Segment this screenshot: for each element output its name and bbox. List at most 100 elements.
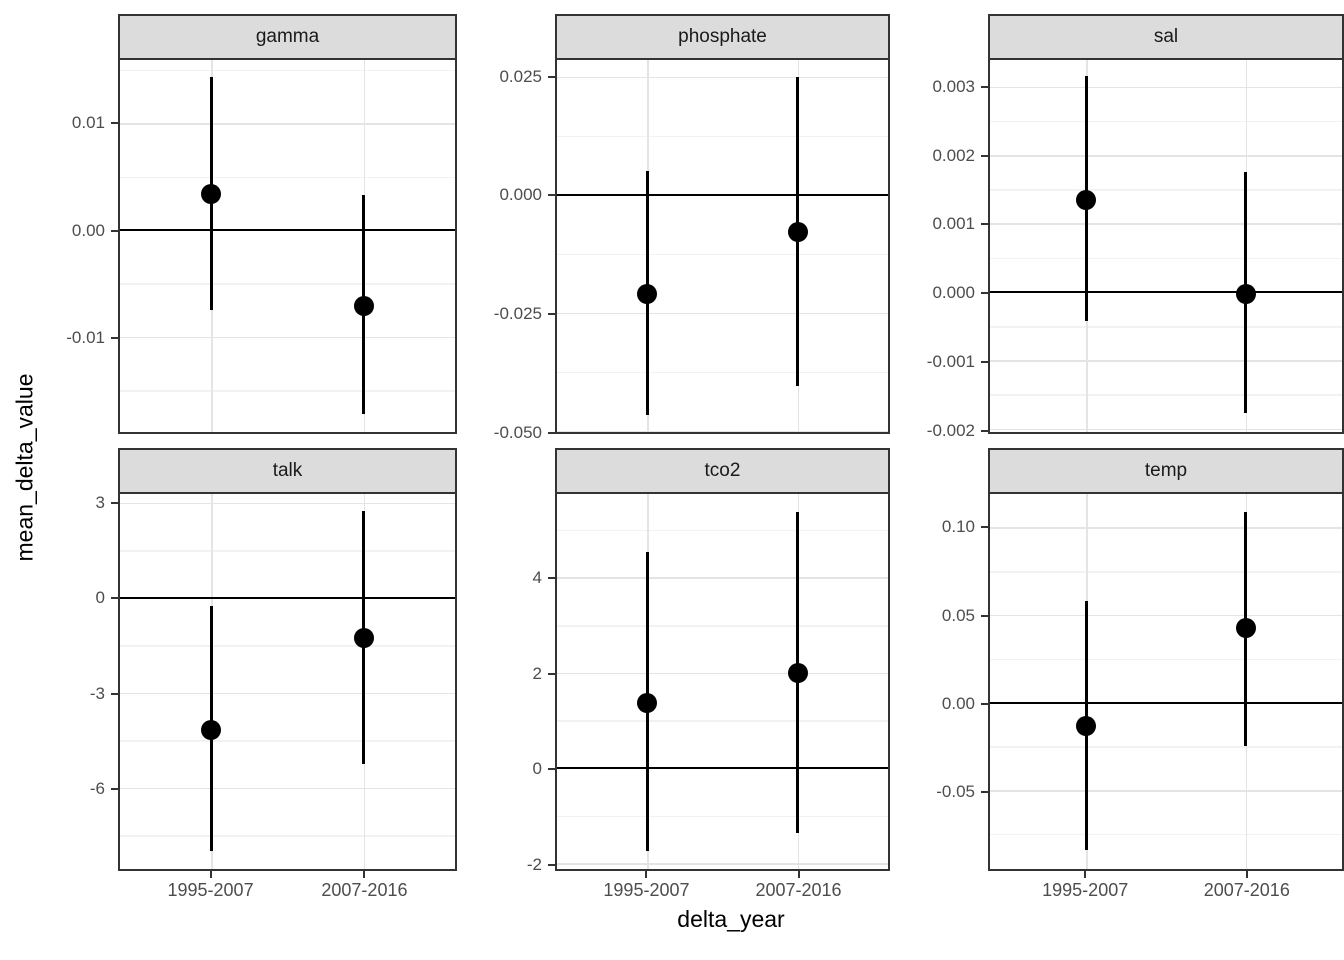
facet-strip: gamma	[118, 14, 457, 60]
data-point	[787, 662, 808, 683]
y-tick-label: 0.001	[932, 214, 975, 234]
x-tick-label: 2007-2016	[1203, 880, 1290, 900]
plot-panel	[988, 494, 1344, 871]
zero-line	[990, 290, 1342, 293]
y-tick-mark	[981, 223, 988, 226]
y-tick-mark	[981, 614, 988, 617]
y-tick-mark	[111, 788, 118, 791]
grid-minor-line	[557, 371, 888, 374]
data-point	[201, 719, 222, 740]
grid-minor-line	[120, 69, 455, 72]
facet-strip-label: phosphate	[678, 26, 767, 47]
x-axis: 1995-2007 2007-2016	[118, 871, 457, 905]
grid-minor-line	[990, 658, 1342, 661]
x-axis-title: delta_year	[677, 906, 785, 932]
data-point	[201, 183, 222, 204]
x-tick-label: 1995-2007	[167, 880, 254, 900]
grid-minor-line	[990, 571, 1342, 573]
grid-major-line	[120, 336, 455, 339]
y-tick-label: -0.001	[926, 351, 975, 371]
x-axis: 1995-2007 2007-2016	[988, 871, 1344, 905]
grid-major-line	[990, 360, 1342, 362]
y-axis: 0.003 0.002 0.001 0.000 -0.001 -0.002	[890, 60, 988, 440]
grid-major-line	[990, 428, 1342, 431]
x-tick-mark	[1084, 871, 1087, 878]
grid-major-line	[557, 430, 888, 432]
facet-phosphate: phosphate 0.025 0.000 -0.025 -0.050	[457, 14, 890, 442]
grid-minor-line	[120, 835, 455, 837]
grid-minor-line	[990, 189, 1342, 191]
x-tick-mark	[363, 871, 366, 878]
y-tick-label: 0.00	[941, 693, 975, 713]
x-axis: 1995-2007 2007-2016	[555, 871, 890, 905]
y-tick-mark	[548, 75, 555, 78]
plot-panel	[118, 60, 457, 434]
y-axis-title-wrap: mean_delta_value	[2, 62, 48, 873]
y-axis: 0.10 0.05 0.00 -0.05	[890, 494, 988, 871]
y-tick-label: 4	[532, 567, 542, 587]
grid-minor-line	[990, 120, 1342, 123]
facet-temp: temp 0.10 0.05 0.00 -0.05 1995-2007 2007-201…	[890, 448, 1344, 905]
grid-minor-line	[120, 390, 455, 392]
y-tick-label: 3	[95, 492, 105, 512]
data-point	[1076, 715, 1097, 736]
grid-major-line	[990, 790, 1342, 792]
grid-major-line	[120, 692, 455, 695]
grid-minor-line	[557, 815, 888, 818]
grid-minor-line	[990, 326, 1342, 328]
y-tick-label: 0	[532, 759, 542, 779]
x-tick-label: 1995-2007	[603, 880, 690, 900]
y-tick-label: 0.003	[932, 76, 975, 96]
x-tick-mark	[797, 871, 800, 878]
facet-sal: sal 0.003 0.002 0.001 0.000 -0.001 -0.002	[890, 14, 1344, 440]
facet-strip: sal	[988, 14, 1344, 60]
y-tick-label: -6	[89, 779, 105, 799]
grid-major-line	[557, 76, 888, 79]
grid-minor-line	[557, 625, 888, 627]
grid-major-line	[557, 577, 888, 579]
facet-talk: talk 3 0 -3 -6 1995-2007 2007-2016	[48, 448, 457, 905]
grid-major-line	[557, 863, 888, 865]
y-tick-mark	[981, 292, 988, 295]
plot-panel	[118, 494, 457, 871]
grid-major-line	[990, 86, 1342, 89]
y-tick-mark	[548, 864, 555, 867]
grid-major-line	[120, 787, 455, 790]
grid-minor-line	[120, 550, 455, 552]
y-tick-label: 0.10	[941, 517, 975, 537]
y-tick-mark	[548, 312, 555, 315]
grid-minor-line	[990, 394, 1342, 396]
y-axis-title: mean_delta_value	[11, 373, 38, 562]
x-tick-mark	[1245, 871, 1248, 878]
grid-minor-line	[990, 833, 1342, 836]
grid-minor-line	[120, 645, 455, 647]
data-point	[1235, 283, 1256, 304]
y-tick-label: -0.025	[493, 303, 542, 323]
grid-minor-line	[557, 529, 888, 532]
data-point	[1235, 617, 1256, 638]
facet-strip-label: gamma	[255, 26, 320, 47]
facet-strip-label: talk	[272, 460, 303, 481]
y-tick-mark	[111, 122, 118, 125]
facet-strip-label: temp	[1144, 460, 1188, 481]
y-axis: 4 2 0 -2	[457, 494, 555, 874]
y-axis: 3 0 -3 -6	[48, 492, 118, 871]
y-tick-mark	[981, 790, 988, 793]
facet-gamma: gamma 0.01 0.00 -0.01	[48, 14, 457, 434]
y-tick-mark	[548, 768, 555, 771]
y-tick-label: 0.05	[941, 605, 975, 625]
zero-line	[557, 193, 888, 196]
x-tick-mark	[645, 871, 648, 878]
data-point	[637, 283, 658, 304]
y-tick-label: -0.05	[936, 781, 975, 801]
y-tick-mark	[981, 85, 988, 88]
y-tick-mark	[548, 576, 555, 579]
data-point	[1076, 189, 1097, 210]
grid-minor-line	[557, 253, 888, 256]
grid-minor-line	[557, 720, 888, 722]
facet-strip: phosphate	[555, 14, 890, 60]
y-tick-mark	[548, 194, 555, 197]
data-point	[353, 627, 374, 648]
grid-major-line	[120, 123, 455, 125]
